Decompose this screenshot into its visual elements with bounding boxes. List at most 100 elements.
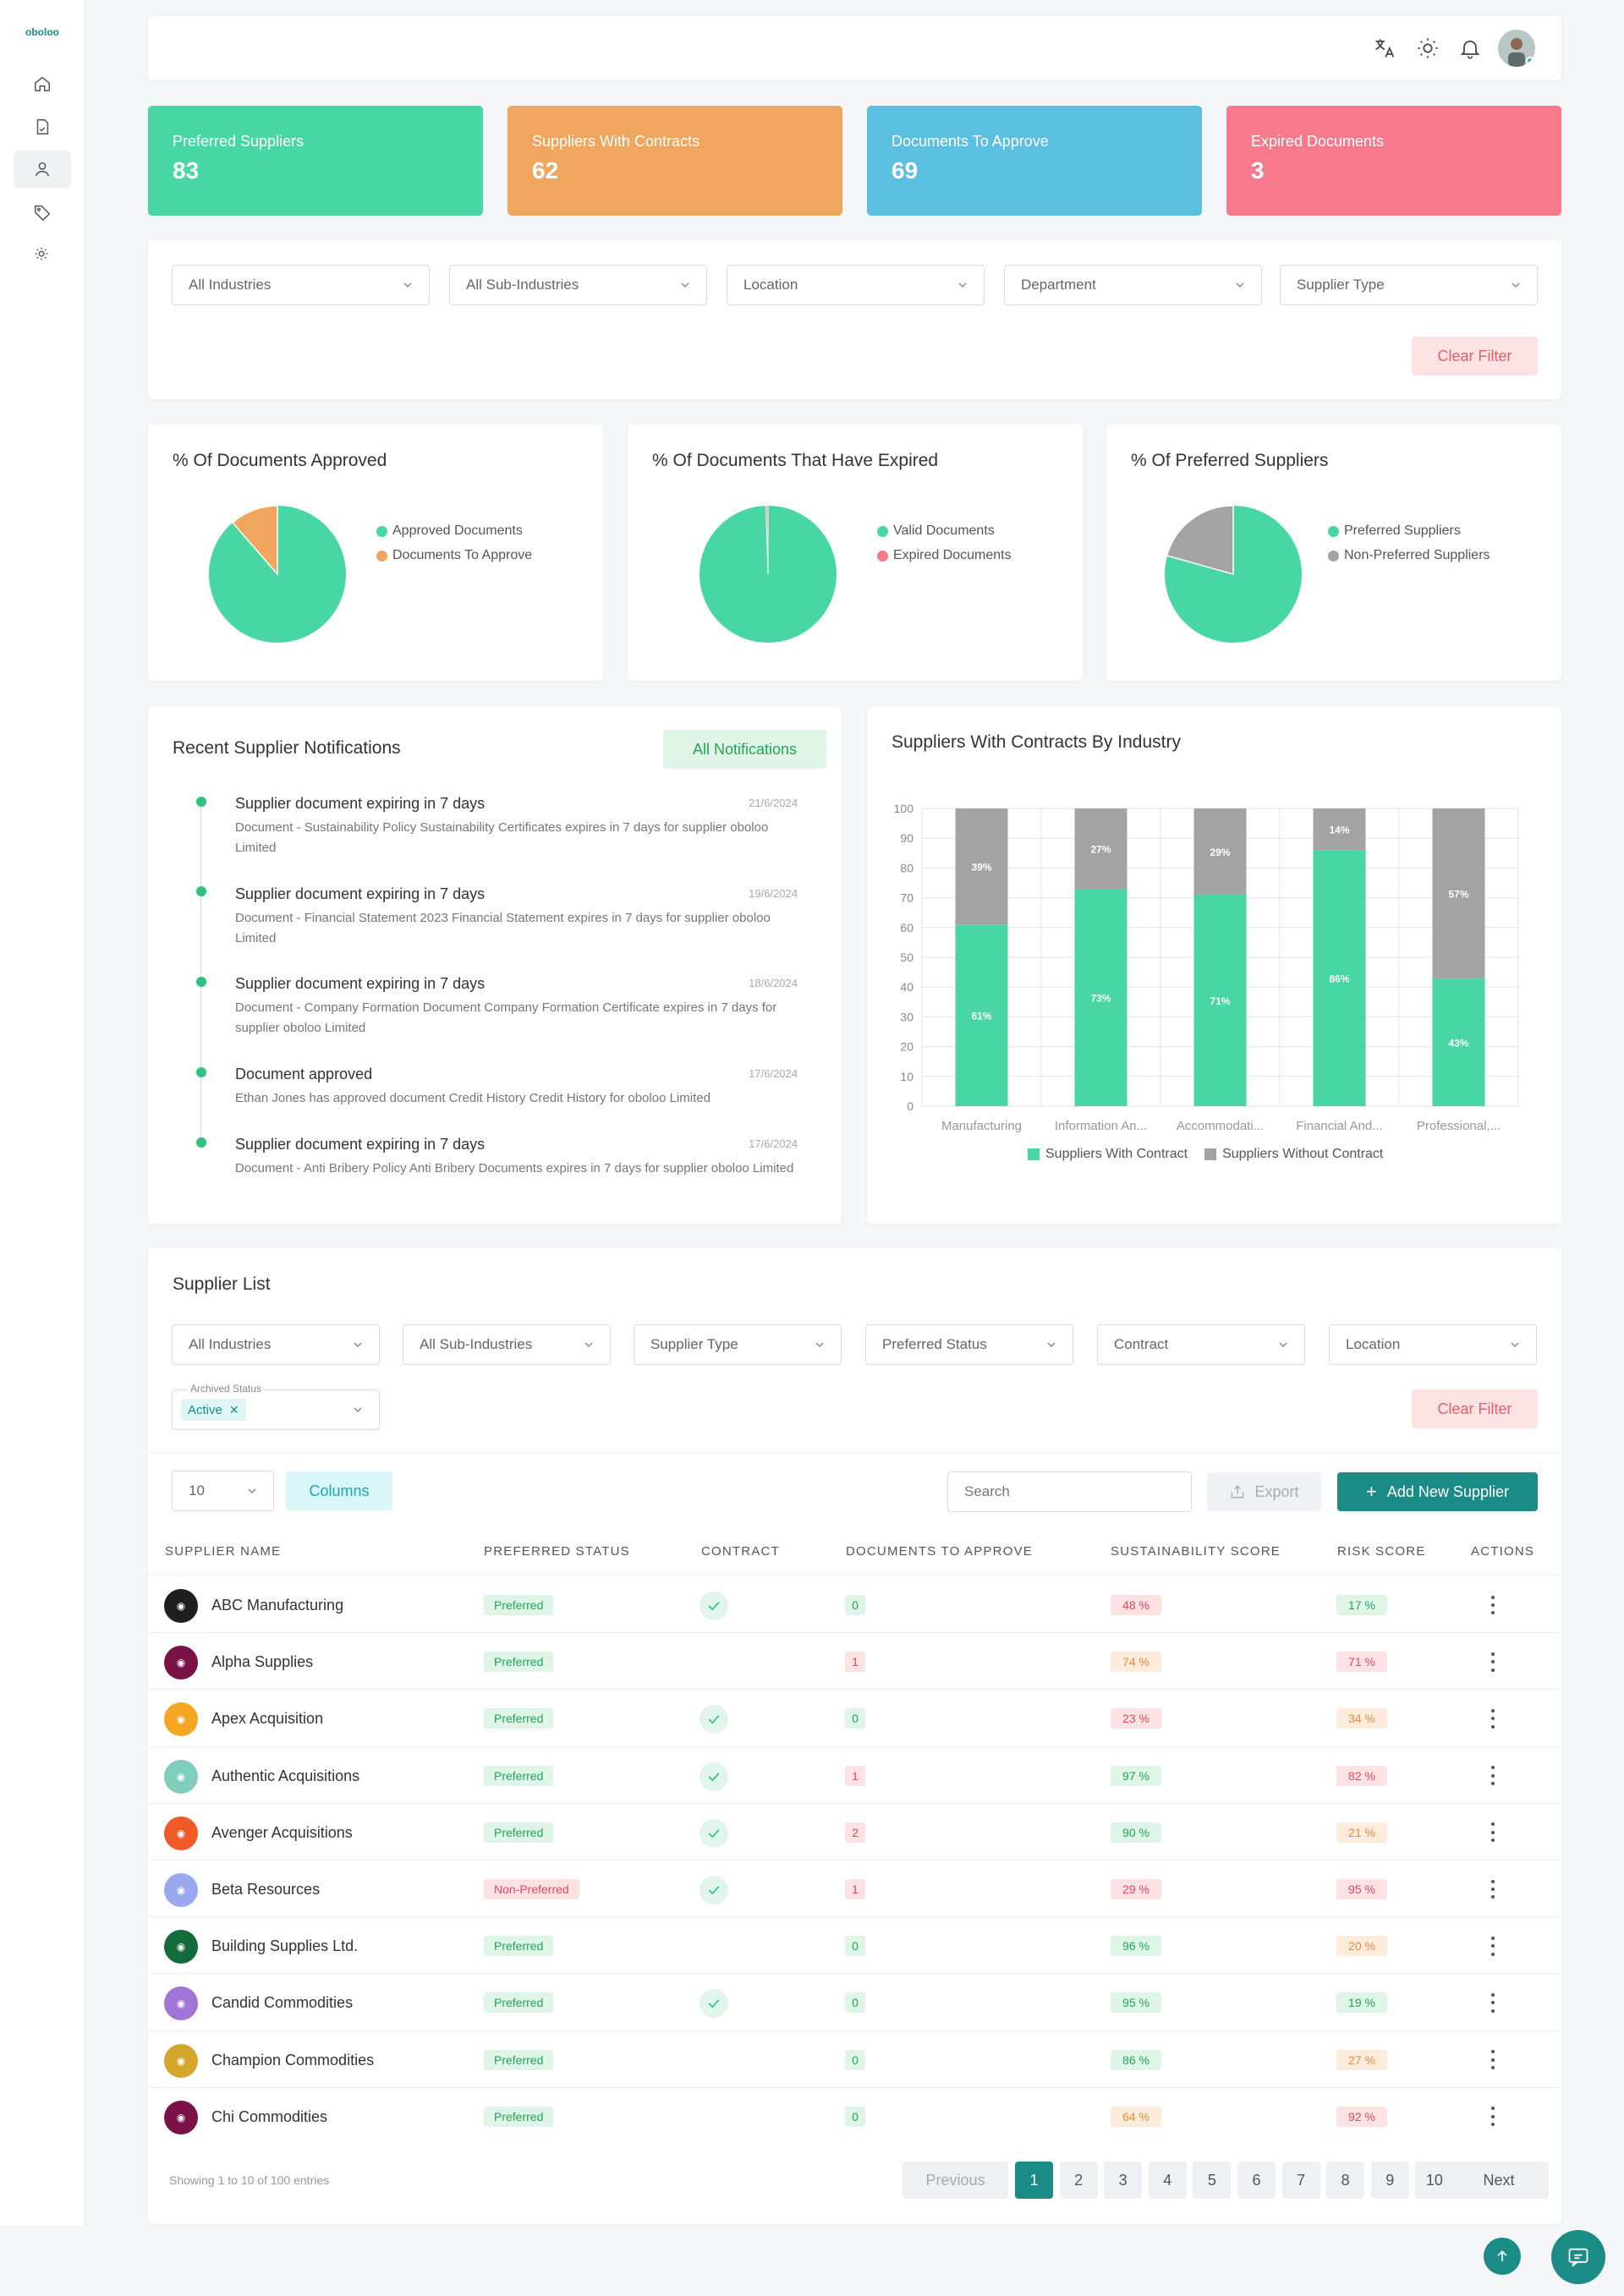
table-row[interactable]: ◉ Alpha Supplies Preferred 1 74 % 71 % [148, 1632, 1561, 1689]
document-icon[interactable] [14, 108, 71, 145]
scroll-top-button[interactable] [1484, 2238, 1521, 2275]
pagination-page[interactable]: 8 [1326, 2162, 1365, 2199]
supplier-name[interactable]: ABC Manufacturing [211, 1597, 344, 1614]
table-row[interactable]: ◉ Avenger Acquisitions Preferred 2 90 % 21 % [148, 1802, 1561, 1860]
bar-without-contract[interactable] [955, 808, 1008, 925]
supplier-name[interactable]: Building Supplies Ltd. [211, 1937, 359, 1955]
pagination-page[interactable]: 7 [1281, 2162, 1320, 2199]
notification-item[interactable]: Supplier document expiring in 7 days 19/… [235, 885, 798, 949]
list-industries-select[interactable]: All Industries [172, 1324, 380, 1365]
archived-status-select[interactable]: Archived Status Active ✕ [172, 1383, 380, 1430]
industries-select[interactable]: All Industries [172, 265, 430, 305]
translate-icon[interactable] [1370, 34, 1399, 63]
row-actions-icon[interactable] [1484, 1934, 1501, 1958]
table-row[interactable]: ◉ ABC Manufacturing Preferred 0 48 % 17 % [148, 1575, 1561, 1632]
bar-without-contract[interactable] [1193, 808, 1247, 896]
bar-without-contract[interactable] [1313, 808, 1366, 851]
supplier-name[interactable]: Alpha Supplies [211, 1653, 314, 1671]
stat-card-preferred-suppliers[interactable]: Preferred Suppliers 83 [148, 106, 483, 216]
supplier-name[interactable]: Champion Commodities [211, 2051, 375, 2069]
pagination-page[interactable]: 2 [1059, 2162, 1098, 2199]
row-actions-icon[interactable] [1484, 1991, 1501, 2014]
list-supplier-type-select[interactable]: Supplier Type [634, 1324, 842, 1365]
row-actions-icon[interactable] [1484, 1593, 1501, 1617]
supplier-name[interactable]: Beta Resources [211, 1881, 321, 1898]
settings-user-icon[interactable] [14, 236, 71, 273]
supplier-name[interactable]: Avenger Acquisitions [211, 1823, 353, 1841]
row-actions-icon[interactable] [1484, 1707, 1501, 1730]
table-row[interactable]: ◉ Authentic Acquisitions Preferred 1 97 % 82 … [148, 1745, 1561, 1803]
list-sub-industries-select[interactable]: All Sub-Industries [403, 1324, 611, 1365]
sub-industries-select[interactable]: All Sub-Industries [449, 265, 707, 305]
bar-without-contract[interactable] [1432, 808, 1485, 978]
table-row[interactable]: ◉ Candid Commodities Preferred 0 95 % 19 % [148, 1973, 1561, 2030]
bar-with-contract[interactable] [1313, 850, 1366, 1106]
pagination-page[interactable]: 6 [1237, 2162, 1276, 2199]
row-actions-icon[interactable] [1484, 2105, 1501, 2129]
pagination-page[interactable]: 9 [1370, 2162, 1409, 2199]
pagination-page[interactable]: 4 [1148, 2162, 1187, 2199]
all-notifications-button[interactable]: All Notifications [663, 730, 826, 769]
col-header-contract[interactable]: CONTRACT [701, 1544, 780, 1559]
notification-item[interactable]: Supplier document expiring in 7 days 17/… [235, 1136, 798, 1179]
bell-icon[interactable] [1456, 34, 1484, 63]
row-actions-icon[interactable] [1484, 1650, 1501, 1674]
bar-with-contract[interactable] [1074, 889, 1127, 1106]
row-actions-icon[interactable] [1484, 1821, 1501, 1844]
notification-item[interactable]: Supplier document expiring in 7 days 18/… [235, 975, 798, 1038]
notification-item[interactable]: Document approved 17/6/2024 Ethan Jones … [235, 1066, 798, 1109]
chip-remove-icon[interactable]: ✕ [228, 1402, 239, 1417]
sun-icon[interactable] [1413, 34, 1442, 63]
supplier-name[interactable]: Apex Acquisition [211, 1710, 324, 1728]
department-select[interactable]: Department [1004, 265, 1262, 305]
bar-with-contract[interactable] [1432, 978, 1485, 1106]
pagination-page[interactable]: 5 [1193, 2162, 1232, 2199]
table-row[interactable]: ◉ Beta Resources Non-Preferred 1 29 % 95 % [148, 1860, 1561, 1916]
supplier-name[interactable]: Candid Commodities [211, 1994, 354, 2012]
stat-card-expired-documents[interactable]: Expired Documents 3 [1226, 106, 1561, 216]
pagination-page[interactable]: 10 [1415, 2162, 1454, 2199]
pagination-page[interactable]: 1 [1015, 2162, 1053, 2199]
add-new-supplier-button[interactable]: + Add New Supplier [1337, 1472, 1538, 1511]
search-input[interactable] [947, 1471, 1192, 1512]
col-header-preferred-status[interactable]: PREFERRED STATUS [484, 1544, 630, 1559]
home-icon[interactable] [14, 65, 71, 102]
app-logo[interactable]: oboloo [25, 26, 59, 38]
supplier-name[interactable]: Chi Commodities [211, 2107, 328, 2125]
chat-button[interactable] [1551, 2230, 1605, 2284]
user-icon[interactable] [14, 151, 71, 188]
table-row[interactable]: ◉ Chi Commodities Preferred 0 64 % 92 % [148, 2086, 1561, 2144]
bar-with-contract[interactable] [955, 924, 1008, 1106]
col-header-risk-score[interactable]: RISK SCORE [1337, 1544, 1426, 1559]
col-header-documents-to-approve[interactable]: DOCUMENTS TO APPROVE [846, 1544, 1033, 1559]
notification-item[interactable]: Supplier document expiring in 7 days 21/… [235, 795, 798, 858]
columns-button[interactable]: Columns [286, 1471, 392, 1510]
page-size-select[interactable]: 10 [172, 1471, 274, 1511]
row-actions-icon[interactable] [1484, 2048, 1501, 2072]
supplier-name[interactable]: Authentic Acquisitions [211, 1767, 360, 1784]
pagination-next[interactable]: Next [1449, 2162, 1549, 2199]
bar-without-contract[interactable] [1074, 808, 1127, 890]
table-row[interactable]: ◉ Champion Commodities Preferred 0 86 % 27 % [148, 2030, 1561, 2087]
clear-filter-button[interactable]: Clear Filter [1412, 337, 1538, 375]
list-contract-select[interactable]: Contract [1097, 1324, 1305, 1365]
col-header-sustainability-score[interactable]: SUSTAINABILITY SCORE [1111, 1544, 1281, 1559]
list-clear-filter-button[interactable]: Clear Filter [1412, 1389, 1538, 1428]
row-actions-icon[interactable] [1484, 1877, 1501, 1901]
export-button[interactable]: Export [1207, 1472, 1321, 1511]
supplier-type-select[interactable]: Supplier Type [1280, 265, 1538, 305]
bar-with-contract[interactable] [1193, 895, 1247, 1106]
table-row[interactable]: ◉ Apex Acquisition Preferred 0 23 % 34 % [148, 1689, 1561, 1745]
list-preferred-status-select[interactable]: Preferred Status [865, 1324, 1073, 1365]
col-header-supplier-name[interactable]: SUPPLIER NAME [165, 1544, 282, 1559]
tag-icon[interactable] [14, 194, 71, 231]
avatar[interactable] [1498, 30, 1535, 67]
pagination-previous[interactable]: Previous [903, 2162, 1008, 2199]
table-row[interactable]: ◉ Building Supplies Ltd. Preferred 0 96 % 20 … [148, 1916, 1561, 1973]
stat-card-documents-to-approve[interactable]: Documents To Approve 69 [867, 106, 1202, 216]
stat-card-suppliers-with-contracts[interactable]: Suppliers With Contracts 62 [508, 106, 842, 216]
location-select[interactable]: Location [727, 265, 985, 305]
list-location-select[interactable]: Location [1329, 1324, 1537, 1365]
row-actions-icon[interactable] [1484, 1764, 1501, 1788]
pagination-page[interactable]: 3 [1104, 2162, 1143, 2199]
